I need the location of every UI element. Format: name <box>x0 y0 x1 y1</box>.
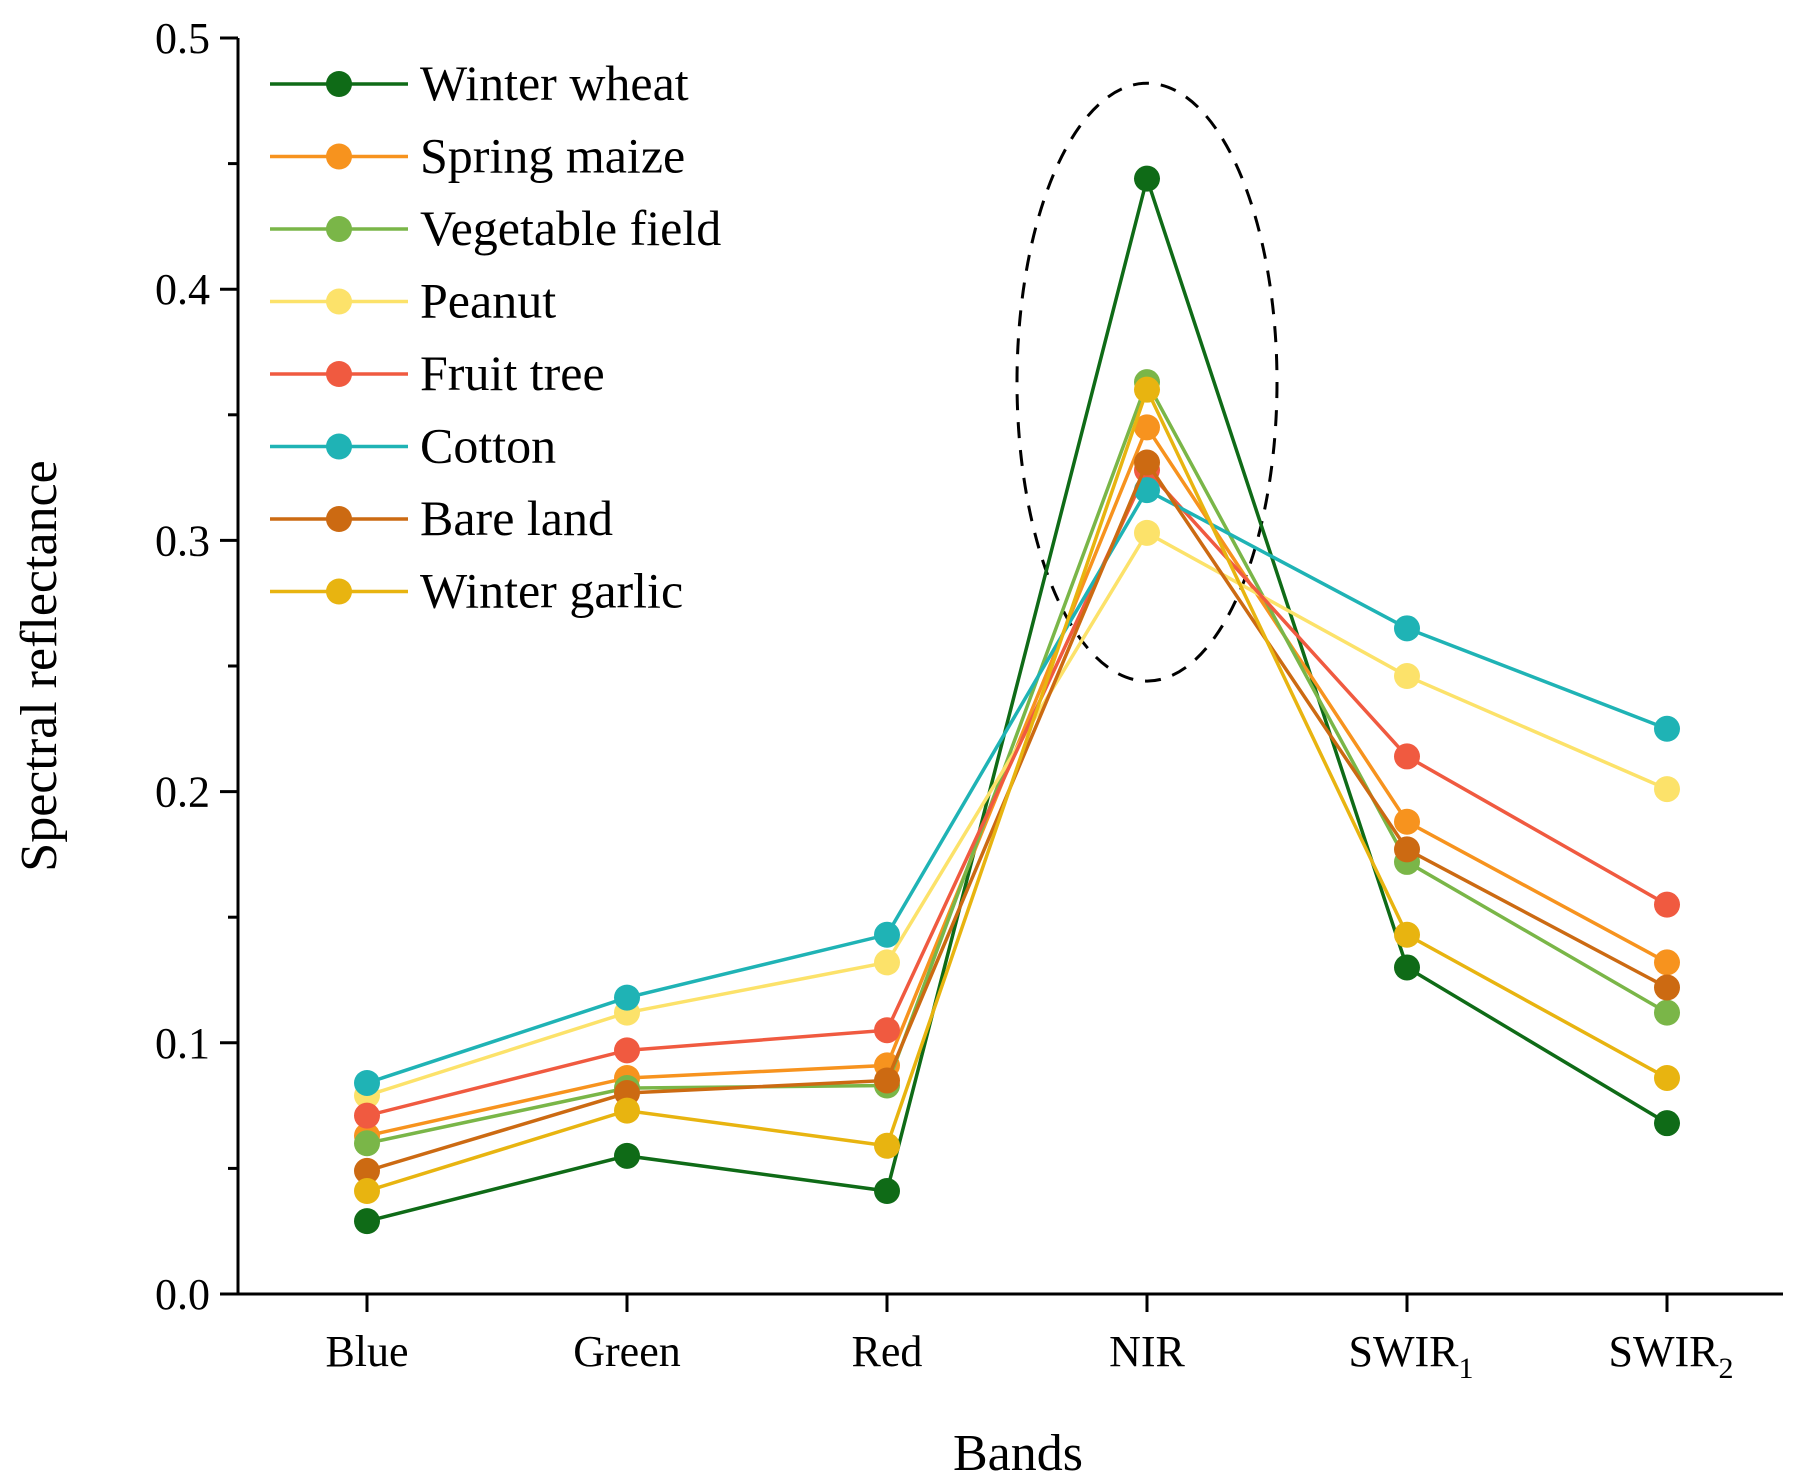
legend-item: Cotton <box>270 418 556 474</box>
data-point <box>874 1067 900 1094</box>
y-tick-label: 0.3 <box>155 516 210 565</box>
data-point <box>1394 954 1420 981</box>
y-tick-label: 0.5 <box>155 14 210 63</box>
data-point <box>614 1097 640 1124</box>
data-point <box>354 1102 380 1129</box>
legend-marker <box>326 288 352 315</box>
data-point <box>614 1037 640 1064</box>
legend-item: Vegetable field <box>270 200 721 256</box>
data-point <box>874 949 900 976</box>
nir-highlight-ellipse <box>1015 81 1279 683</box>
series-bare-land <box>354 449 1680 1184</box>
data-point <box>1134 165 1160 192</box>
data-point <box>1394 836 1420 863</box>
data-point <box>1654 999 1680 1026</box>
data-point <box>1394 808 1420 835</box>
data-point <box>1394 921 1420 948</box>
legend-item: Winter garlic <box>270 563 683 619</box>
data-point <box>1654 1110 1680 1137</box>
data-point <box>614 1142 640 1169</box>
data-point <box>1134 414 1160 441</box>
y-axis-label: Spectral reflectance <box>11 460 68 871</box>
data-point <box>354 1208 380 1235</box>
series-fruit-tree <box>354 457 1680 1129</box>
data-point <box>1134 449 1160 476</box>
data-point <box>614 984 640 1011</box>
data-point <box>354 1157 380 1184</box>
legend-item: Peanut <box>270 273 556 329</box>
data-point <box>1134 477 1160 504</box>
series-winter-garlic <box>354 376 1680 1205</box>
data-point <box>1394 663 1420 690</box>
legend-marker <box>326 506 352 532</box>
legend-marker <box>326 361 352 387</box>
x-ticks: Blue Green Red NIR SWIR1 SWIR2 <box>325 1294 1734 1385</box>
series-line <box>366 466 1668 1118</box>
series-line <box>366 172 1668 1223</box>
data-point <box>354 1130 380 1157</box>
series-winter-wheat <box>354 165 1680 1235</box>
data-point <box>1654 891 1680 918</box>
data-point <box>354 1069 380 1096</box>
legend-item: Fruit tree <box>270 345 605 401</box>
legend-item: Spring maize <box>270 128 685 184</box>
legend-marker <box>326 216 352 242</box>
series-line <box>366 385 1668 1193</box>
y-tick-label: 0.2 <box>155 768 210 817</box>
legend-label: Vegetable field <box>420 200 721 256</box>
data-point <box>1134 376 1160 403</box>
legend: Winter wheat Spring maize Vegetable field P… <box>270 55 721 619</box>
data-point <box>874 1178 900 1205</box>
data-point <box>874 1017 900 1044</box>
series-lines <box>354 165 1680 1235</box>
data-point <box>1654 776 1680 803</box>
legend-item: Winter wheat <box>270 55 689 111</box>
data-point <box>1654 974 1680 1001</box>
series-line <box>366 487 1668 1085</box>
data-point <box>1134 519 1160 546</box>
legend-label: Peanut <box>420 273 556 329</box>
x-tick-label: SWIR1 <box>1349 1327 1474 1385</box>
x-tick-label: SWIR2 <box>1609 1327 1734 1385</box>
series-line <box>366 377 1668 1145</box>
legend-label: Winter garlic <box>420 563 683 619</box>
y-ticks: 0.0 0.1 0.2 0.3 0.4 0.5 <box>155 14 238 1319</box>
x-tick-label: Blue <box>325 1327 408 1376</box>
y-tick-label: 0.4 <box>155 265 210 314</box>
legend-marker <box>326 578 352 605</box>
data-point <box>1394 615 1420 642</box>
data-point <box>1654 1064 1680 1091</box>
data-point <box>874 1132 900 1159</box>
x-tick-label: NIR <box>1109 1327 1185 1376</box>
data-point <box>1654 949 1680 976</box>
data-point <box>1654 715 1680 742</box>
highlight-region <box>1015 81 1279 683</box>
y-tick-label: 0.1 <box>155 1019 210 1068</box>
legend-label: Bare land <box>420 490 613 546</box>
data-point <box>354 1178 380 1205</box>
x-tick-label: Red <box>852 1327 923 1376</box>
legend-marker <box>326 143 352 170</box>
series-cotton <box>354 477 1680 1096</box>
data-point <box>1394 743 1420 770</box>
y-tick-label: 0.0 <box>155 1270 210 1319</box>
data-point <box>874 921 900 948</box>
legend-label: Cotton <box>420 418 556 474</box>
legend-marker <box>326 71 352 97</box>
x-tick-label: Green <box>573 1327 681 1376</box>
legend-marker <box>326 433 352 460</box>
legend-item: Bare land <box>270 490 613 546</box>
legend-label: Spring maize <box>420 128 685 184</box>
x-axis-label: Bands <box>953 1425 1083 1482</box>
legend-label: Winter wheat <box>420 55 689 111</box>
legend-label: Fruit tree <box>420 345 605 401</box>
